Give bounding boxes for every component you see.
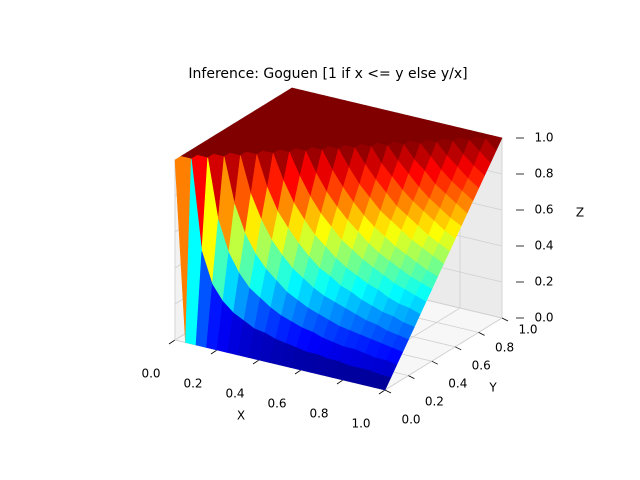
y-tick-label: 1.0 [518, 323, 537, 337]
y-tick-label: 0.0 [401, 413, 420, 427]
y-tick [408, 375, 415, 379]
y-tick [455, 346, 462, 351]
y-tick-label: 0.2 [425, 395, 444, 409]
chart-title: Inference: Goguen [1 if x <= y else y/x] [188, 66, 467, 82]
x-tick-label: 0.4 [225, 387, 244, 401]
x-tick-label: 0.2 [183, 377, 202, 391]
x-tick-label: 0.6 [267, 397, 286, 411]
y-tick [384, 389, 392, 394]
y-axis-label: Y [488, 381, 497, 395]
surface-face [374, 374, 392, 391]
x-tick [210, 349, 218, 355]
x-tick [168, 339, 176, 345]
y-tick-label: 0.6 [472, 359, 491, 373]
z-tick-label: 0.8 [534, 167, 553, 181]
x-tick-label: 0.0 [141, 367, 160, 381]
x-tick-label: 0.8 [309, 407, 328, 421]
x-axis-label: X [237, 409, 245, 423]
y-tick-label: 0.8 [495, 341, 514, 355]
x-tick [294, 369, 302, 375]
z-tick-label: 0.0 [534, 311, 553, 325]
x-tick [252, 359, 260, 365]
y-tick [431, 360, 438, 365]
z-tick-label: 0.4 [534, 239, 553, 253]
z-tick-label: 1.0 [534, 131, 553, 145]
x-tick-label: 1.0 [351, 417, 370, 431]
x-tick [336, 379, 344, 385]
y-tick-label: 0.4 [448, 377, 467, 391]
y-tick [501, 317, 509, 322]
z-axis-label: Z [576, 206, 584, 220]
z-tick-label: 0.6 [534, 203, 553, 217]
x-tick [378, 389, 386, 395]
y-tick [478, 332, 485, 336]
z-tick-label: 0.2 [534, 275, 553, 289]
